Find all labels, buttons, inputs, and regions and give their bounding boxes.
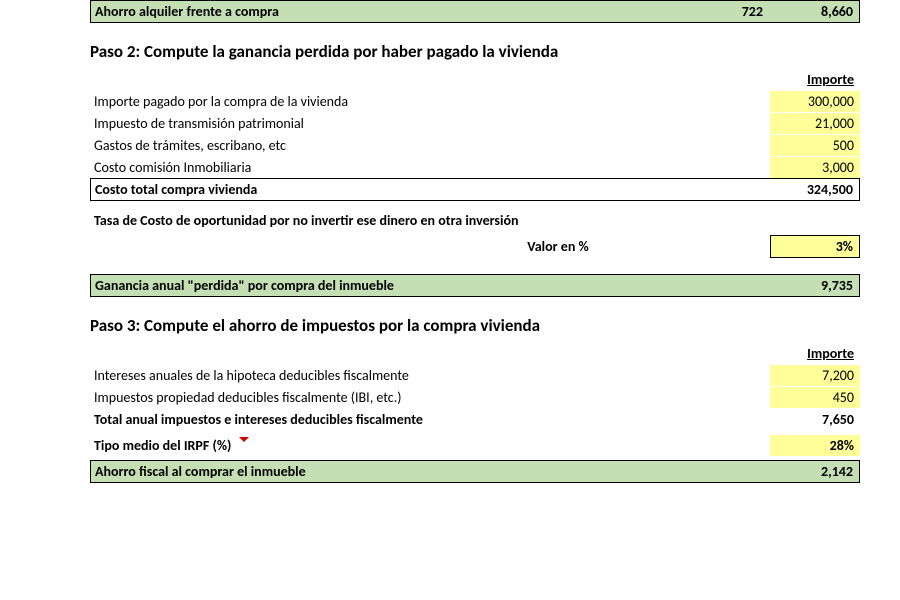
ganancia-value: 9,735: [769, 275, 859, 296]
paso2-header-row: Importe: [90, 68, 860, 90]
summary-row: Ahorro alquiler frente a compra 722 8,66…: [90, 0, 860, 23]
valor-pct-value[interactable]: 3%: [770, 235, 860, 258]
paso3-col-header: Importe: [770, 343, 860, 364]
row-value[interactable]: 7,200: [770, 365, 860, 386]
paso3-heading: Paso 3: Compute el ahorro de impuestos p…: [90, 297, 860, 342]
oportunidad-text: Tasa de Costo de oportunidad por no inve…: [90, 209, 860, 231]
paso2-heading: Paso 2: Compute la ganancia perdida por …: [90, 23, 860, 68]
table-row: Importe pagado por la compra de la vivie…: [90, 90, 860, 112]
comment-marker-icon[interactable]: [239, 437, 249, 442]
paso3-total-row: Total anual impuestos e intereses deduci…: [90, 408, 860, 430]
paso3-total-value: 7,650: [770, 409, 860, 430]
table-row: Costo comisión Inmobiliaria 3,000: [90, 156, 860, 178]
row-label: Impuestos propiedad deducibles fiscalmen…: [90, 387, 770, 408]
paso3-ahorro-row: Ahorro fiscal al comprar el inmueble 2,1…: [90, 460, 860, 483]
paso3-header-row: Importe: [90, 342, 860, 364]
row-label: Gastos de trámites, escribano, etc: [90, 135, 770, 156]
summary-val2: 8,660: [769, 1, 859, 22]
irpf-row: Tipo medio del IRPF (%) 28%: [90, 434, 860, 456]
paso2-total-label: Costo total compra vivienda: [91, 179, 769, 200]
paso3-total-label: Total anual impuestos e intereses deduci…: [90, 409, 770, 430]
paso2-total-row: Costo total compra vivienda 324,500: [90, 178, 860, 201]
paso2-col-header: Importe: [770, 69, 860, 90]
ahorro-label: Ahorro fiscal al comprar el inmueble: [91, 461, 769, 482]
paso2-ganancia-row: Ganancia anual "perdida" por compra del …: [90, 274, 860, 297]
row-value[interactable]: 450: [770, 387, 860, 408]
row-value[interactable]: 21,000: [770, 113, 860, 134]
row-value[interactable]: 300,000: [770, 91, 860, 112]
row-label: Intereses anuales de la hipoteca deducib…: [90, 365, 770, 386]
ganancia-label: Ganancia anual "perdida" por compra del …: [91, 275, 769, 296]
summary-label: Ahorro alquiler frente a compra: [91, 1, 679, 22]
summary-val1: 722: [679, 1, 769, 22]
irpf-label: Tipo medio del IRPF (%): [90, 435, 770, 456]
spreadsheet-region: Ahorro alquiler frente a compra 722 8,66…: [0, 0, 900, 483]
ahorro-value: 2,142: [769, 461, 859, 482]
valor-pct-label: Valor en %: [90, 236, 770, 257]
row-value[interactable]: 3,000: [770, 157, 860, 178]
row-label: Costo comisión Inmobiliaria: [90, 157, 770, 178]
table-row: Gastos de trámites, escribano, etc 500: [90, 134, 860, 156]
row-value[interactable]: 500: [770, 135, 860, 156]
table-row: Intereses anuales de la hipoteca deducib…: [90, 364, 860, 386]
row-label: Impuesto de transmisión patrimonial: [90, 113, 770, 134]
table-row: Impuesto de transmisión patrimonial 21,0…: [90, 112, 860, 134]
valor-pct-row: Valor en % 3%: [90, 235, 860, 258]
irpf-value[interactable]: 28%: [770, 435, 860, 456]
paso2-total-value: 324,500: [769, 179, 859, 200]
table-row: Impuestos propiedad deducibles fiscalmen…: [90, 386, 860, 408]
row-label: Importe pagado por la compra de la vivie…: [90, 91, 770, 112]
